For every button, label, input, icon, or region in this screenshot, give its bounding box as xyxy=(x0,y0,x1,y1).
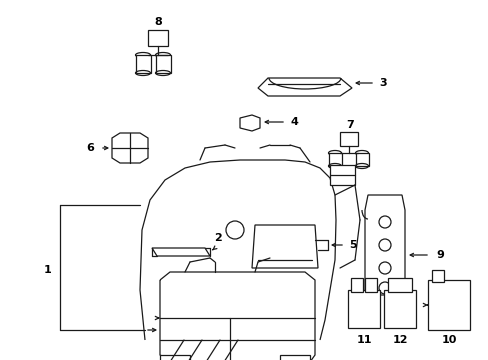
Bar xyxy=(136,55,151,73)
Bar xyxy=(160,355,190,360)
Bar xyxy=(156,55,171,73)
Text: 1: 1 xyxy=(44,265,52,275)
Bar xyxy=(383,290,415,328)
Bar xyxy=(328,153,341,166)
Text: 10: 10 xyxy=(440,335,456,345)
Bar xyxy=(280,355,309,360)
Text: 9: 9 xyxy=(435,250,443,260)
Bar xyxy=(364,278,376,292)
Bar xyxy=(347,290,379,328)
Bar xyxy=(355,153,368,166)
Bar xyxy=(387,278,411,292)
Text: 7: 7 xyxy=(346,120,353,130)
Text: 11: 11 xyxy=(356,335,371,345)
Text: 12: 12 xyxy=(391,335,407,345)
Text: 4: 4 xyxy=(289,117,297,127)
Text: 6: 6 xyxy=(86,143,94,153)
Text: 8: 8 xyxy=(154,17,162,27)
Text: 5: 5 xyxy=(348,240,356,250)
Text: 2: 2 xyxy=(214,233,222,243)
Text: 3: 3 xyxy=(378,78,386,88)
Bar xyxy=(148,30,168,46)
Bar xyxy=(427,280,469,330)
Bar xyxy=(431,270,443,282)
Bar xyxy=(350,278,362,292)
Bar xyxy=(339,132,357,146)
Bar xyxy=(329,165,354,185)
